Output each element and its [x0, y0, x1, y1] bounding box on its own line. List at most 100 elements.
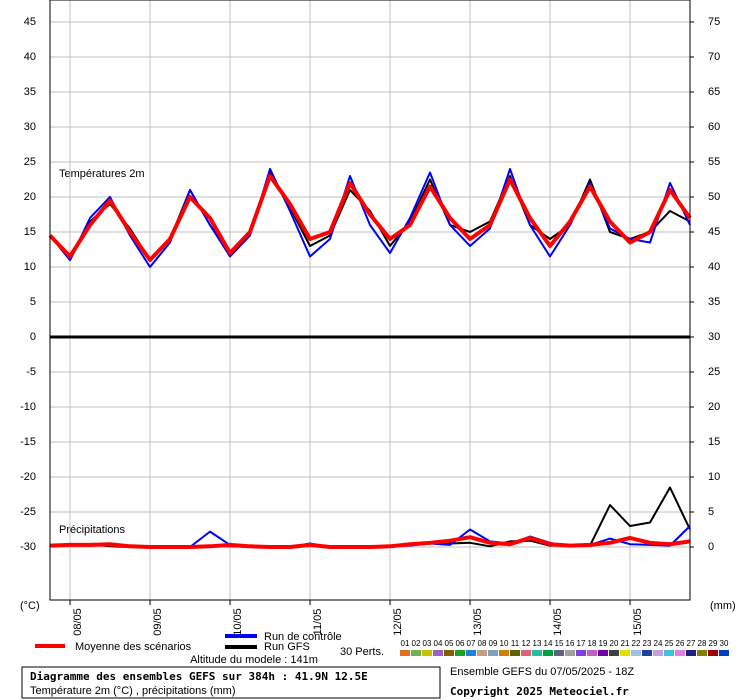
y2-tick-label: 55 [708, 156, 720, 168]
y2-tick-label: 10 [708, 471, 720, 483]
y2-tick-label: 20 [708, 401, 720, 413]
perturbation-swatch [697, 650, 707, 656]
x-tick-label: 09/05 [152, 608, 164, 636]
series-line [49, 535, 691, 550]
series-line [48, 173, 692, 262]
perturbation-swatch [543, 650, 553, 656]
y2-tick-label: 70 [708, 51, 720, 63]
panel-title: Températures 2m [59, 168, 145, 180]
perturbation-name: 18 [588, 639, 597, 648]
x-tick-label: 15/05 [632, 608, 644, 636]
legend-label: Run GFS [264, 641, 310, 653]
perturbation-swatch [686, 650, 696, 656]
perturbation-name: 11 [511, 639, 520, 648]
perturbation-swatch [422, 650, 432, 656]
perturbation-swatch [400, 650, 410, 656]
perturbation-name: 03 [423, 639, 432, 648]
perturbation-label: 30 Perts. [340, 646, 384, 658]
y2-tick-label: 25 [708, 366, 720, 378]
series-line [49, 486, 691, 549]
altitude: Altitude du modele : 141m [190, 654, 318, 666]
perturbation-name: 23 [643, 639, 652, 648]
perturbation-name: 28 [698, 639, 707, 648]
x-tick-label: 11/05 [312, 609, 324, 636]
perturbation-swatch [642, 650, 652, 656]
perturbation-name: 01 [401, 639, 410, 648]
perturbation-swatch [598, 650, 608, 656]
y2-tick-label: 5 [708, 506, 714, 518]
perturbation-name: 21 [621, 639, 630, 648]
y-tick-label: 25 [24, 156, 36, 168]
perturbation-swatch [532, 650, 542, 656]
perturbation-name: 08 [478, 639, 487, 648]
run-info: Ensemble GEFS du 07/05/2025 - 18Z [450, 666, 634, 678]
perturbation-name: 26 [676, 639, 685, 648]
y2-tick-label: 65 [708, 86, 720, 98]
x-tick-label: 12/05 [392, 608, 404, 636]
perturbation-swatch [554, 650, 564, 656]
y2-tick-label: 0 [708, 541, 714, 553]
perturbation-name: 04 [434, 639, 443, 648]
perturbation-swatch [620, 650, 630, 656]
footer-title: Diagramme des ensembles GEFS sur 384h : … [30, 670, 368, 683]
y-tick-label: 45 [24, 16, 36, 28]
y-tick-label: -10 [20, 401, 36, 413]
perturbation-name: 22 [632, 639, 641, 648]
y2-tick-label: 40 [708, 261, 720, 273]
y2-unit: (mm) [710, 600, 736, 612]
legend-label: Moyenne des scénarios [75, 641, 192, 653]
y-tick-label: 15 [24, 226, 36, 238]
perturbation-name: 17 [577, 639, 586, 648]
perturbation-swatch [664, 650, 674, 656]
perturbation-swatch [708, 650, 718, 656]
perturbation-name: 06 [456, 639, 465, 648]
perturbation-name: 14 [544, 639, 553, 648]
y2-tick-label: 75 [708, 16, 720, 28]
perturbation-swatch [477, 650, 487, 656]
y-tick-label: 30 [24, 121, 36, 133]
y-tick-label: -5 [26, 366, 36, 378]
y2-tick-label: 60 [708, 121, 720, 133]
perturbation-name: 20 [610, 639, 619, 648]
perturbation-swatch [488, 650, 498, 656]
y2-tick-label: 45 [708, 226, 720, 238]
perturbation-swatch [719, 650, 729, 656]
perturbation-swatch [411, 650, 421, 656]
perturbation-swatch [609, 650, 619, 656]
y-tick-label: 20 [24, 191, 36, 203]
x-tick-label: 08/05 [72, 608, 84, 636]
perturbation-name: 07 [467, 639, 476, 648]
footer-box [21, 666, 441, 699]
perturbation-swatch [565, 650, 575, 656]
y2-tick-label: 30 [708, 331, 720, 343]
legend-label: Run de contrôle [264, 631, 342, 643]
y2-tick-label: 15 [708, 436, 720, 448]
perturbation-swatch [499, 650, 509, 656]
y-tick-label: -20 [20, 471, 36, 483]
copyright: Copyright 2025 Meteociel.fr [450, 685, 629, 698]
perturbation-swatch [521, 650, 531, 656]
plot-layer: 08/05 09/05 10/05 11/05 12/05 13/05 14/05 15/05… [20, 0, 729, 656]
perturbation-swatch [433, 650, 443, 656]
y-tick-label: 40 [24, 51, 36, 63]
y2-tick-label: 35 [708, 296, 720, 308]
y2-tick-label: 50 [708, 191, 720, 203]
y-tick-label: -30 [20, 541, 36, 553]
perturbation-name: 02 [412, 639, 421, 648]
perturbation-name: 05 [445, 639, 454, 648]
footer-subtitle: Température 2m (°C) , précipitations (mm… [30, 685, 236, 697]
x-tick-label: 10/05 [232, 608, 244, 636]
y-tick-label: 10 [24, 261, 36, 273]
perturbation-swatch [653, 650, 663, 656]
perturbation-swatch [631, 650, 641, 656]
x-tick-label: 13/05 [472, 608, 484, 636]
perturbation-name: 12 [522, 639, 531, 648]
perturbation-name: 09 [489, 639, 498, 648]
panel-title: Précipitations [59, 524, 126, 536]
perturbation-swatch [466, 650, 476, 656]
y-tick-label: -25 [20, 506, 36, 518]
perturbation-name: 30 [720, 639, 729, 648]
perturbation-swatch [444, 650, 454, 656]
perturbation-name: 29 [709, 639, 718, 648]
perturbation-swatch [587, 650, 597, 656]
